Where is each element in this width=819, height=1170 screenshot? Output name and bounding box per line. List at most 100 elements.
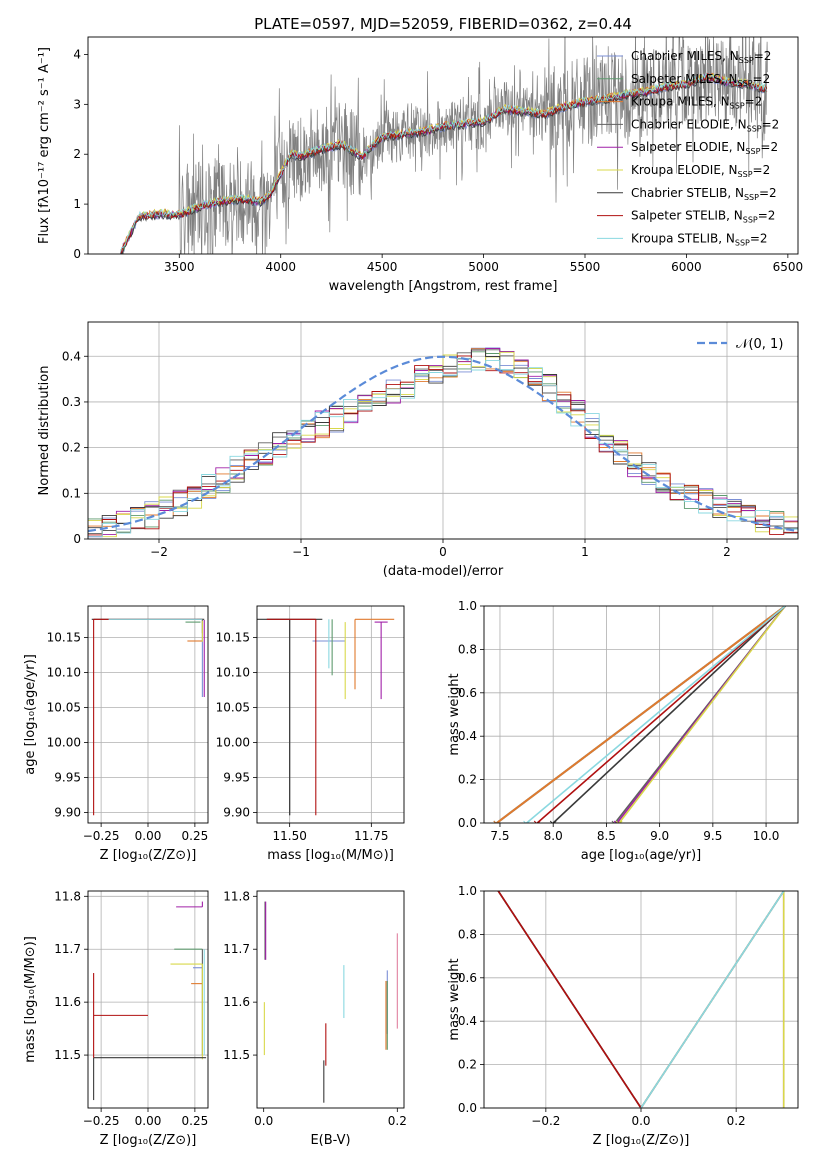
- y-tick-label: 2: [73, 147, 81, 161]
- legend-entry: Kroupa ELODIE, NSSP=2: [631, 163, 770, 179]
- x-tick-label: 0.25: [182, 829, 209, 843]
- legend-subscript: SSP: [730, 102, 745, 111]
- cumulative-age-line-5: [618, 606, 786, 823]
- y-tick-label: 0: [73, 247, 81, 261]
- x-tick-label: 3500: [164, 260, 195, 274]
- arrow-marker: [493, 820, 501, 823]
- x-tick-label: 0.0: [254, 1114, 273, 1128]
- y-tick-label: 0.8: [458, 642, 477, 656]
- arrow-marker: [615, 820, 623, 823]
- legend-suffix: =2: [754, 49, 772, 63]
- y-tick-label: 11.7: [223, 942, 250, 956]
- residual-histogram-8: [88, 357, 798, 538]
- legend-suffix: =2: [762, 117, 780, 131]
- legend-suffix: =2: [759, 186, 777, 200]
- y-tick-label: 10.00: [216, 736, 250, 750]
- legend-subscript: SSP: [735, 238, 750, 247]
- legend-entry: Chabrier ELODIE, NSSP=2: [631, 117, 779, 133]
- axes-frame: [256, 890, 405, 1109]
- x-tick-label: 8.0: [544, 829, 563, 843]
- legend-subscript: SSP: [747, 124, 762, 133]
- cumulative-z-line-7: [497, 891, 642, 1108]
- x-tick-label: −1: [292, 545, 310, 559]
- x-tick-label: 10.0: [753, 829, 780, 843]
- legend-normal-label: 𝒩(0, 1): [736, 337, 783, 352]
- y-tick-label: 1.0: [458, 884, 477, 898]
- x-tick-label: 0.2: [388, 1114, 407, 1128]
- y-tick-label: 10.05: [216, 701, 250, 715]
- y-axis-label: Normed distribution: [37, 366, 52, 496]
- legend-subscript: SSP: [744, 193, 759, 202]
- legend-suffix: =2: [750, 231, 768, 245]
- axes-frame: [87, 605, 209, 824]
- x-tick-label: 5500: [570, 260, 601, 274]
- plot-area-age_cum: [493, 606, 786, 823]
- x-tick-label: 11.75: [354, 829, 388, 843]
- x-axis-label: wavelength [Angstrom, rest frame]: [329, 279, 558, 294]
- x-axis-label: Z [log₁₀(Z/Z⊙)]: [100, 1133, 197, 1148]
- y-tick-label: 0.4: [458, 1014, 477, 1028]
- plot-area-spectrum: [120, 37, 768, 254]
- model-spectrum-6: [120, 74, 768, 254]
- x-tick-label: −0.2: [531, 1114, 560, 1128]
- y-tick-label: 9.90: [54, 806, 81, 820]
- x-tick-label: 2: [723, 545, 731, 559]
- y-tick-label: 0.3: [62, 395, 81, 409]
- legend: Chabrier MILES, NSSP=2 Salpeter MILES, NS…: [597, 49, 779, 247]
- arrow-marker: [533, 820, 541, 823]
- x-tick-label: 8.5: [597, 829, 616, 843]
- panel-age_cum: 7.5 8.0 8.5 9.0 9.5 10.0 0.0 0.2 0.4 0.6 0.8 1.0 age…: [447, 599, 799, 863]
- legend-subscript: SSP: [738, 79, 753, 88]
- y-tick-label: 11.6: [54, 995, 81, 1009]
- x-tick-label: 0.00: [135, 1114, 162, 1128]
- axes-frame: [256, 605, 405, 824]
- legend-subscript: SSP: [738, 170, 753, 179]
- observed-spectrum: [120, 37, 768, 254]
- x-tick-label: 6000: [671, 260, 702, 274]
- x-tick-label: 1: [581, 545, 589, 559]
- axes-frame: [87, 890, 209, 1109]
- y-tick-label: 11.5: [54, 1048, 81, 1062]
- legend-entry: Salpeter MILES, NSSP=2: [631, 72, 770, 88]
- y-tick-label: 10.10: [47, 666, 81, 680]
- legend-suffix: =2: [753, 72, 771, 86]
- axes-frame: [87, 321, 799, 540]
- y-tick-label: 11.8: [54, 889, 81, 903]
- x-axis-label: age [log₁₀(age/yr)]: [581, 848, 702, 863]
- x-tick-label: 0: [439, 545, 447, 559]
- x-axis-label: E(B-V): [310, 1133, 350, 1148]
- y-tick-label: 1: [73, 197, 81, 211]
- cumulative-age-line-2: [496, 606, 786, 823]
- y-tick-label: 0.2: [458, 1058, 477, 1072]
- x-tick-label: 4500: [367, 260, 398, 274]
- residual-histogram-7: [88, 355, 798, 536]
- y-tick-label: 0.2: [62, 441, 81, 455]
- y-tick-label: 10.05: [47, 701, 81, 715]
- legend-subscript: SSP: [739, 56, 754, 65]
- legend-entry: Salpeter STELIB, NSSP=2: [631, 209, 775, 225]
- x-tick-label: 9.5: [703, 829, 722, 843]
- cumulative-age-line-8: [526, 606, 786, 823]
- panel-ebv_mass: 0.0 0.2 11.5 11.6 11.7 11.8 E(B-V): [223, 889, 407, 1148]
- legend-suffix: =2: [753, 163, 771, 177]
- legend-entry: Salpeter ELODIE, NSSP=2: [631, 140, 778, 156]
- x-tick-label: 0.00: [135, 829, 162, 843]
- legend-entry: Kroupa STELIB, NSSP=2: [631, 231, 768, 247]
- model-spectrum-8: [120, 72, 768, 253]
- y-tick-label: 10.00: [47, 736, 81, 750]
- y-tick-label: 11.6: [223, 995, 250, 1009]
- x-tick-label: −2: [150, 545, 168, 559]
- axes-frame: [483, 890, 799, 1109]
- y-axis-label: mass weight: [447, 673, 462, 755]
- axes-frame: [87, 36, 799, 255]
- arrow-marker: [549, 820, 557, 823]
- legend-suffix: =2: [745, 95, 763, 109]
- x-tick-label: 0.2: [727, 1114, 746, 1128]
- x-tick-label: 0.25: [182, 1114, 209, 1128]
- cumulative-age-line-7: [536, 606, 786, 823]
- panel-z_cum: −0.2 0.0 0.2 0.0 0.2 0.4 0.6 0.8 1.0 Z [log₁₀(Z/Z…: [447, 884, 799, 1148]
- panel-spectrum: 3500 4000 4500 5000 5500 6000 6500 0 1 2 3 4 wavelen…: [37, 36, 803, 294]
- y-tick-label: 3: [73, 97, 81, 111]
- arrow-marker: [523, 820, 530, 823]
